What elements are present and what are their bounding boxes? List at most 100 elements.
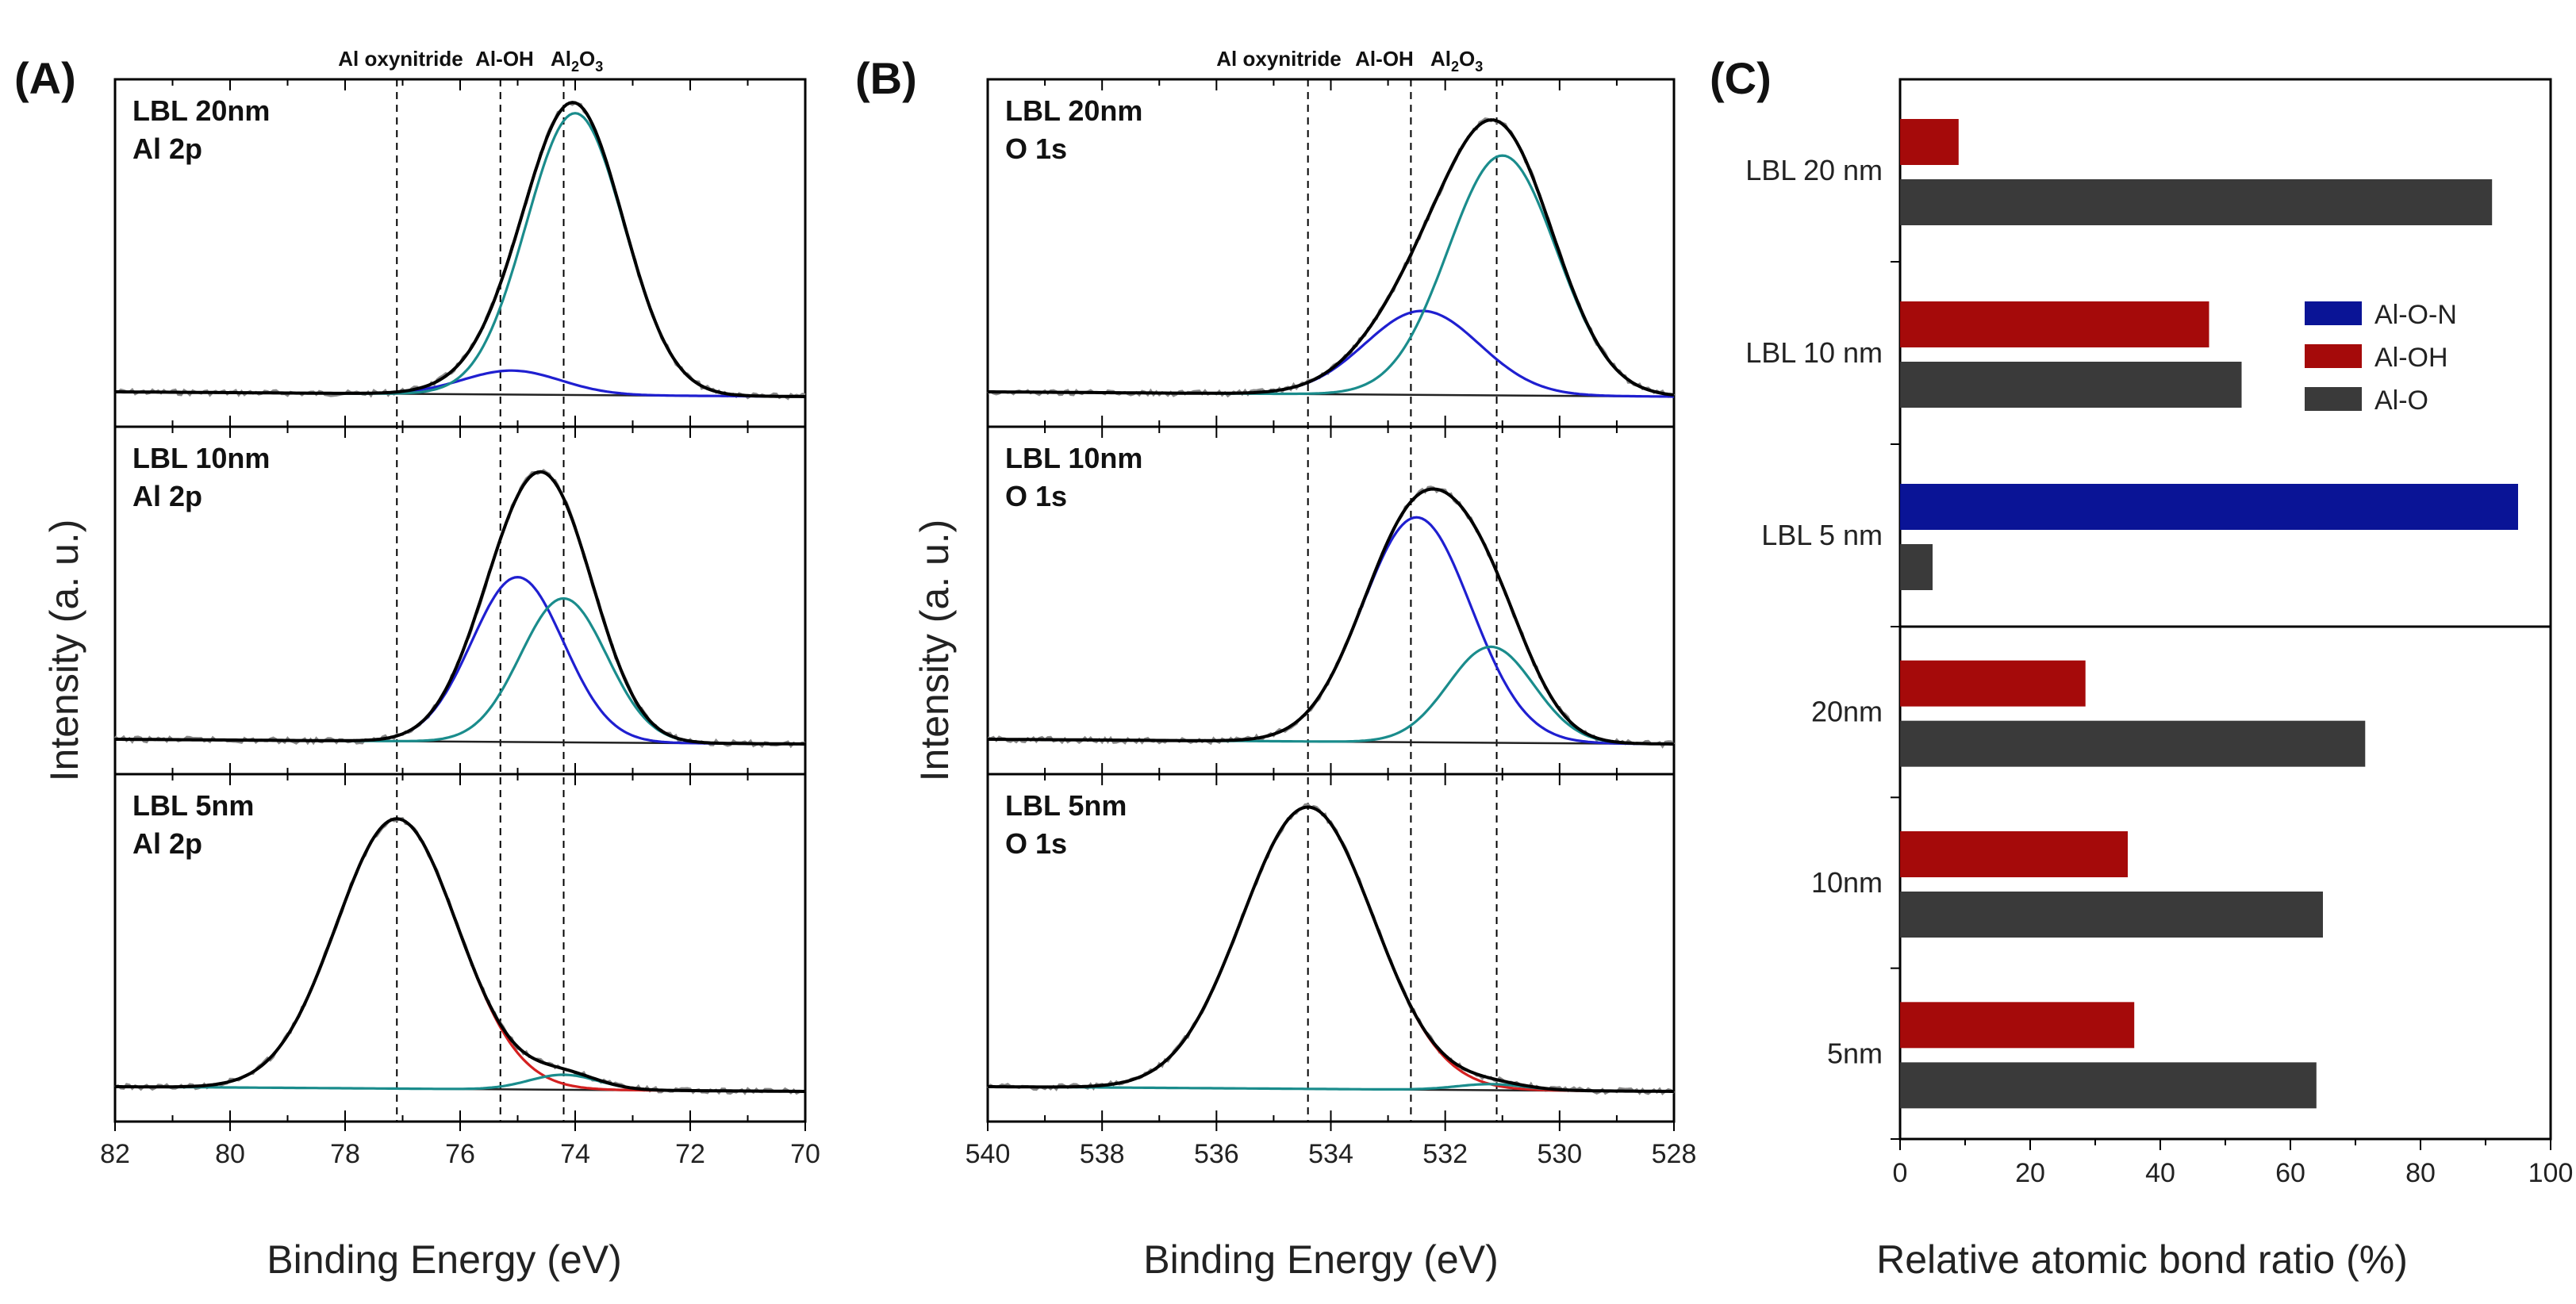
subpanel-core-level: O 1s (1005, 480, 1067, 512)
bond-ratio-bar-chart: LBL 20 nm LBL 10 nm LBL 5 nm 20nm 10nm 5nm 0 20… (1745, 78, 2574, 1188)
bar-al-oh (1900, 1002, 2135, 1049)
peak-label-b-al2o3: Al2O3 (1430, 47, 1483, 75)
subpanel-core-level: O 1s (1005, 132, 1067, 165)
bar-al-o-n (1900, 484, 2518, 530)
x-tick-label: 60 (2275, 1158, 2305, 1188)
subpanel-label: LBL 20nm (1005, 94, 1142, 127)
ylabel-a: Intensity (a. u.) (42, 520, 86, 782)
subpanel-label: LBL 20nm (132, 94, 270, 127)
fit-envelope (115, 101, 805, 398)
plot-frame (113, 78, 807, 1123)
fit-component-al-oh (988, 309, 1674, 398)
bar-al-o (1900, 544, 1933, 590)
xps-panel-al2p: 82 80 78 76 74 72 70 LBL 20nm Al 2p LBL 10nm Al 2p… (100, 78, 820, 1169)
peak-label-a-al2o3: Al2O3 (551, 47, 603, 75)
category-label: LBL 5 nm (1761, 519, 1883, 551)
al2o3-sub-3: 3 (1475, 59, 1483, 75)
peak-label-b-aloh: Al-OH (1355, 47, 1414, 71)
category-label: 20nm (1811, 696, 1883, 728)
xps-panel-o1s: 540 538 536 534 532 530 528 LBL 20nm O 1s LBL 10n… (966, 78, 1697, 1169)
x-tick-label: 530 (1537, 1139, 1582, 1169)
raw-spectrum (987, 117, 1676, 398)
plot-frame (1898, 78, 2552, 1141)
raw-spectrum (987, 485, 1676, 749)
subpanel-core-level: Al 2p (132, 480, 202, 512)
bar-al-o (1900, 179, 2493, 225)
plot-frame (986, 78, 1676, 1123)
legend-label: Al-OH (2374, 343, 2448, 373)
bar-al-oh (1900, 301, 2209, 347)
fit-component-al2o3 (115, 112, 805, 398)
x-tick-label: 532 (1422, 1139, 1468, 1169)
category-label: 5nm (1827, 1037, 1883, 1069)
bar-al-o (1900, 1062, 2317, 1109)
legend-swatch (2305, 344, 2362, 368)
al2o3-sub-3: 3 (595, 59, 603, 75)
fit-envelope (988, 805, 1674, 1093)
x-tick-label: 82 (100, 1139, 130, 1169)
subpanel-core-level: Al 2p (132, 827, 202, 860)
x-tick-label: 538 (1080, 1139, 1125, 1169)
al2o3-part-al: Al (551, 47, 571, 71)
x-tick-label: 0 (1893, 1158, 1908, 1188)
x-tick-label: 536 (1194, 1139, 1239, 1169)
subpanel-core-level: Al 2p (132, 132, 202, 165)
subpanel-label: LBL 5nm (1005, 789, 1127, 822)
fit-envelope (115, 817, 805, 1093)
subpanel-label: LBL 10nm (132, 442, 270, 474)
bar-al-oh (1900, 660, 2086, 707)
al2o3-part-o: O (579, 47, 595, 71)
bar-al-oh (1900, 831, 2128, 877)
peak-label-a-oxynitride: Al oxynitride (338, 47, 463, 71)
raw-spectrum (114, 102, 806, 401)
bar-al-o (1900, 892, 2323, 938)
category-label: LBL 10 nm (1745, 336, 1883, 369)
raw-spectrum (986, 803, 1676, 1095)
x-tick-label: 70 (790, 1139, 820, 1169)
x-tick-label: 80 (2405, 1158, 2436, 1188)
x-tick-label: 20 (2015, 1158, 2045, 1188)
x-tick-label: 78 (330, 1139, 360, 1169)
peak-label-a-aloh: Al-OH (475, 47, 534, 71)
x-tick-label: 100 (2528, 1158, 2574, 1188)
xlabel-a: Binding Energy (eV) (267, 1237, 621, 1282)
x-tick-label: 76 (445, 1139, 475, 1169)
fit-component-al-oxynitride (988, 805, 1674, 1093)
al2o3-sub-2: 2 (1451, 59, 1459, 75)
al2o3-sub-2: 2 (571, 59, 579, 75)
x-tick-label: 540 (966, 1139, 1011, 1169)
x-tick-label: 40 (2145, 1158, 2175, 1188)
ylabel-b: Intensity (a. u.) (912, 520, 957, 782)
panel-label-b: (B) (855, 53, 917, 103)
subpanel-label: LBL 10nm (1005, 442, 1142, 474)
subpanel-label: LBL 5nm (132, 789, 254, 822)
x-tick-label: 72 (675, 1139, 705, 1169)
fit-envelope (988, 487, 1674, 746)
fit-component-al-oxynitride (115, 817, 805, 1093)
panel-label-a: (A) (14, 53, 76, 103)
subpanel-core-level: O 1s (1005, 827, 1067, 860)
fit-component-al2o3 (115, 596, 805, 746)
fit-component-al2o3 (988, 645, 1674, 746)
x-tick-label: 80 (215, 1139, 245, 1169)
xlabel-b: Binding Energy (eV) (1143, 1237, 1498, 1282)
x-tick-label: 528 (1652, 1139, 1697, 1169)
al2o3-part-o: O (1459, 47, 1475, 71)
bar-al-o (1900, 362, 2242, 408)
fit-envelope (988, 118, 1675, 397)
bar-al-oh (1900, 119, 1959, 165)
category-label: 10nm (1811, 866, 1883, 899)
category-label: LBL 20 nm (1745, 154, 1883, 186)
raw-spectrum (114, 817, 806, 1095)
bar-al-o (1900, 720, 2366, 767)
fit-component-al-oh (988, 516, 1674, 746)
peak-label-b-oxynitride: Al oxynitride (1216, 47, 1341, 71)
raw-spectrum (114, 468, 806, 749)
legend-swatch (2305, 301, 2362, 325)
x-tick-label: 534 (1308, 1139, 1353, 1169)
legend-label: Al-O-N (2374, 300, 2457, 330)
legend-label: Al-O (2374, 385, 2428, 416)
panel-label-c: (C) (1710, 53, 1772, 103)
x-tick-label: 74 (560, 1139, 590, 1169)
